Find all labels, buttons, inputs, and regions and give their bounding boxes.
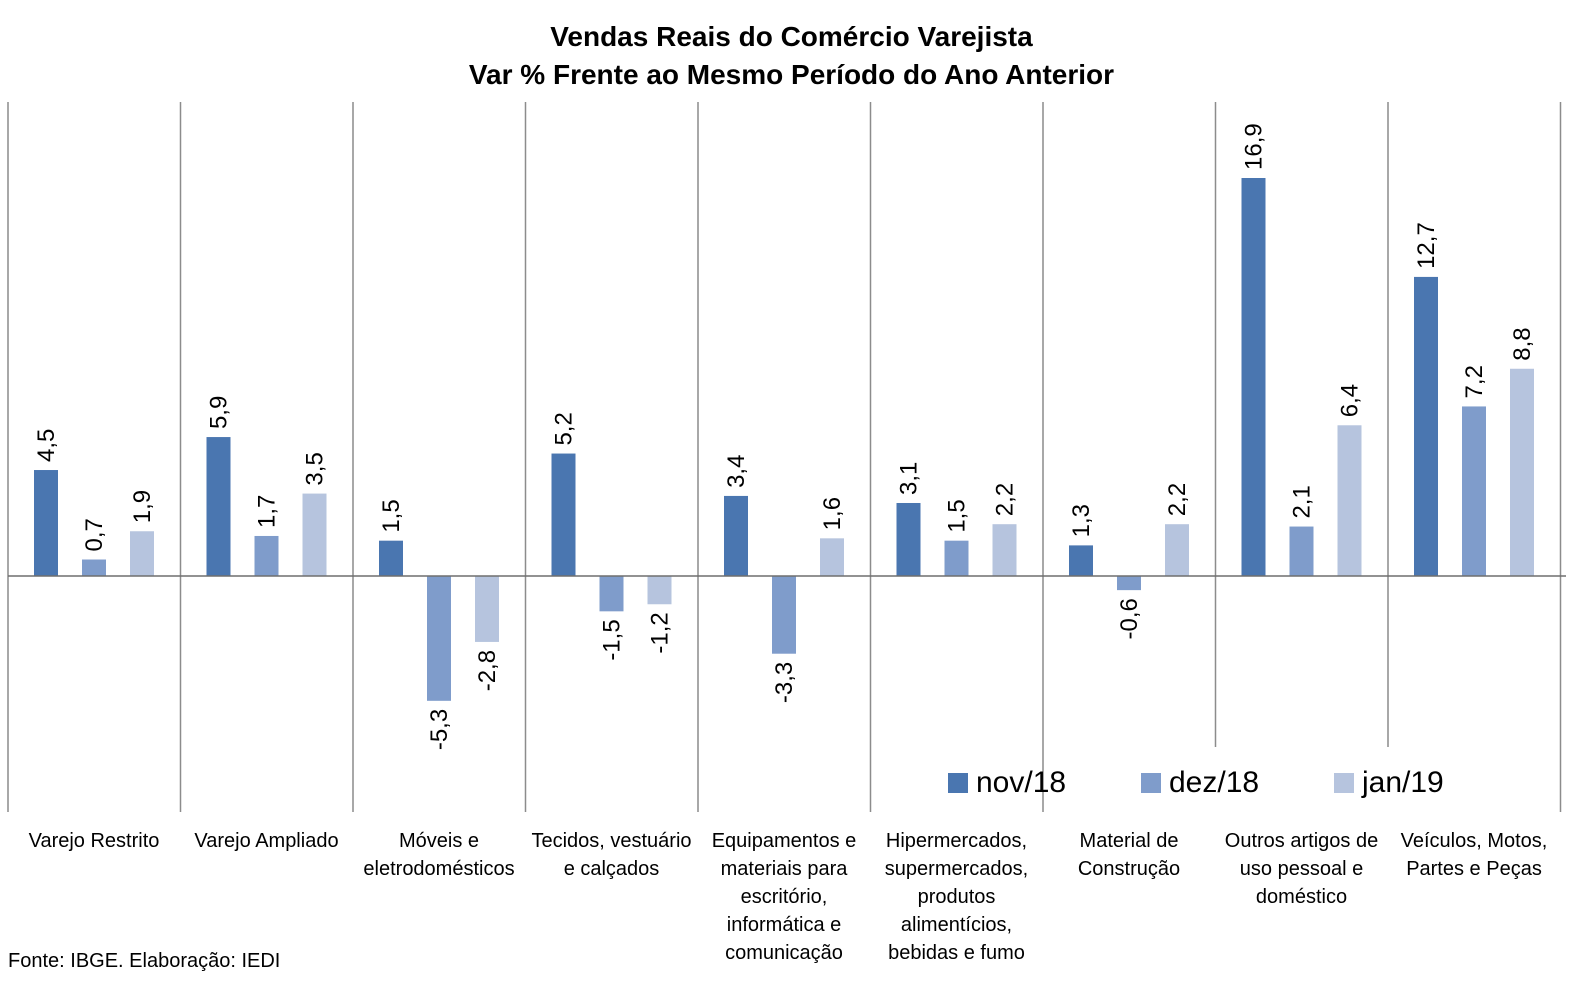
data-label: 1,5 — [944, 499, 971, 532]
data-label: 3,1 — [896, 462, 923, 495]
data-label: 3,5 — [302, 452, 329, 485]
bar-dez-18 — [1462, 406, 1486, 576]
data-label: 4,5 — [33, 429, 60, 462]
bar-jan-19 — [647, 576, 672, 605]
data-label: 1,9 — [129, 490, 156, 523]
legend-swatch — [1334, 773, 1354, 793]
category-label: Móveis e eletrodomésticos — [363, 830, 515, 880]
data-label: -5,3 — [426, 709, 453, 750]
data-label: 1,5 — [378, 499, 405, 532]
category-label: Equipamentos e materiais para escritório, i… — [711, 830, 857, 964]
bar-nov-18 — [724, 495, 748, 576]
bar-dez-18 — [82, 559, 106, 576]
bar-dez-18 — [254, 535, 279, 576]
category-label: Varejo Ampliado — [194, 830, 339, 852]
bar-jan-19 — [992, 524, 1017, 576]
data-label: 2,2 — [992, 483, 1019, 516]
data-label: 0,7 — [81, 518, 108, 551]
bar-dez-18 — [1117, 576, 1141, 591]
data-label: -2,8 — [474, 650, 501, 691]
bar-nov-18 — [1414, 276, 1438, 576]
chart-title-line-1: Vendas Reais do Comércio Varejista — [550, 21, 1033, 52]
legend-swatch — [948, 773, 968, 793]
data-label: -1,5 — [599, 619, 626, 660]
category-label: Tecidos, vestuário e calçados — [531, 830, 692, 880]
bar-jan-19 — [475, 576, 499, 642]
data-label: 2,1 — [1289, 485, 1316, 518]
data-label: 1,3 — [1068, 504, 1095, 537]
bar-jan-19 — [302, 493, 327, 576]
data-label: 5,2 — [551, 412, 578, 445]
category-label: Varejo Restrito — [28, 830, 160, 852]
legend-item: jan/19 — [1334, 765, 1444, 801]
data-label: 16,9 — [1241, 123, 1268, 170]
category-label: Outros artigos de uso pessoal e doméstico — [1224, 830, 1379, 908]
legend-label: dez/18 — [1169, 766, 1260, 799]
bar-dez-18 — [1289, 526, 1314, 576]
chart-title: Vendas Reais do Comércio Varejista Var %… — [0, 18, 1583, 94]
category-label: Material de Construção — [1077, 830, 1181, 880]
data-label: 7,2 — [1461, 365, 1488, 398]
data-label: 1,7 — [254, 495, 281, 528]
bar-nov-18 — [896, 502, 921, 576]
bar-dez-18 — [599, 576, 624, 612]
bar-dez-18 — [944, 540, 969, 576]
data-label: 5,9 — [206, 396, 233, 429]
data-label: -0,6 — [1116, 598, 1143, 639]
data-label: 2,2 — [1164, 483, 1191, 516]
bar-nov-18 — [551, 453, 576, 576]
data-label: 8,8 — [1509, 327, 1536, 360]
data-label: 6,4 — [1337, 384, 1364, 417]
legend-label: jan/19 — [1362, 766, 1444, 799]
bar-jan-19 — [1337, 425, 1362, 576]
legend-item: nov/18 — [948, 765, 1066, 801]
data-label: 1,6 — [819, 497, 846, 530]
bar-jan-19 — [820, 538, 844, 576]
bar-jan-19 — [130, 531, 154, 576]
legend-swatch — [1141, 773, 1161, 793]
bar-nov-18 — [34, 470, 58, 576]
legend-item: dez/18 — [1141, 765, 1259, 801]
data-label: -3,3 — [771, 662, 798, 703]
bar-jan-19 — [1165, 524, 1189, 576]
bar-nov-18 — [206, 437, 231, 576]
legend-label: nov/18 — [976, 766, 1067, 799]
bar-dez-18 — [427, 576, 451, 701]
bar-dez-18 — [772, 576, 796, 654]
data-label: -1,2 — [647, 612, 674, 653]
category-label: Hipermercados, supermercados, produtos alim… — [884, 830, 1029, 964]
bar-jan-19 — [1510, 368, 1534, 576]
data-label: 12,7 — [1413, 222, 1440, 269]
category-label: Veículos, Motos, Partes e Peças — [1400, 830, 1548, 880]
source-note: Fonte: IBGE. Elaboração: IEDI — [8, 950, 281, 972]
data-label: 3,4 — [723, 455, 750, 488]
bar-nov-18 — [379, 540, 403, 576]
bar-nov-18 — [1069, 545, 1093, 576]
bar-nov-18 — [1241, 178, 1266, 576]
chart-subtitle: Var % Frente ao Mesmo Período do Ano Ant… — [468, 59, 1115, 90]
